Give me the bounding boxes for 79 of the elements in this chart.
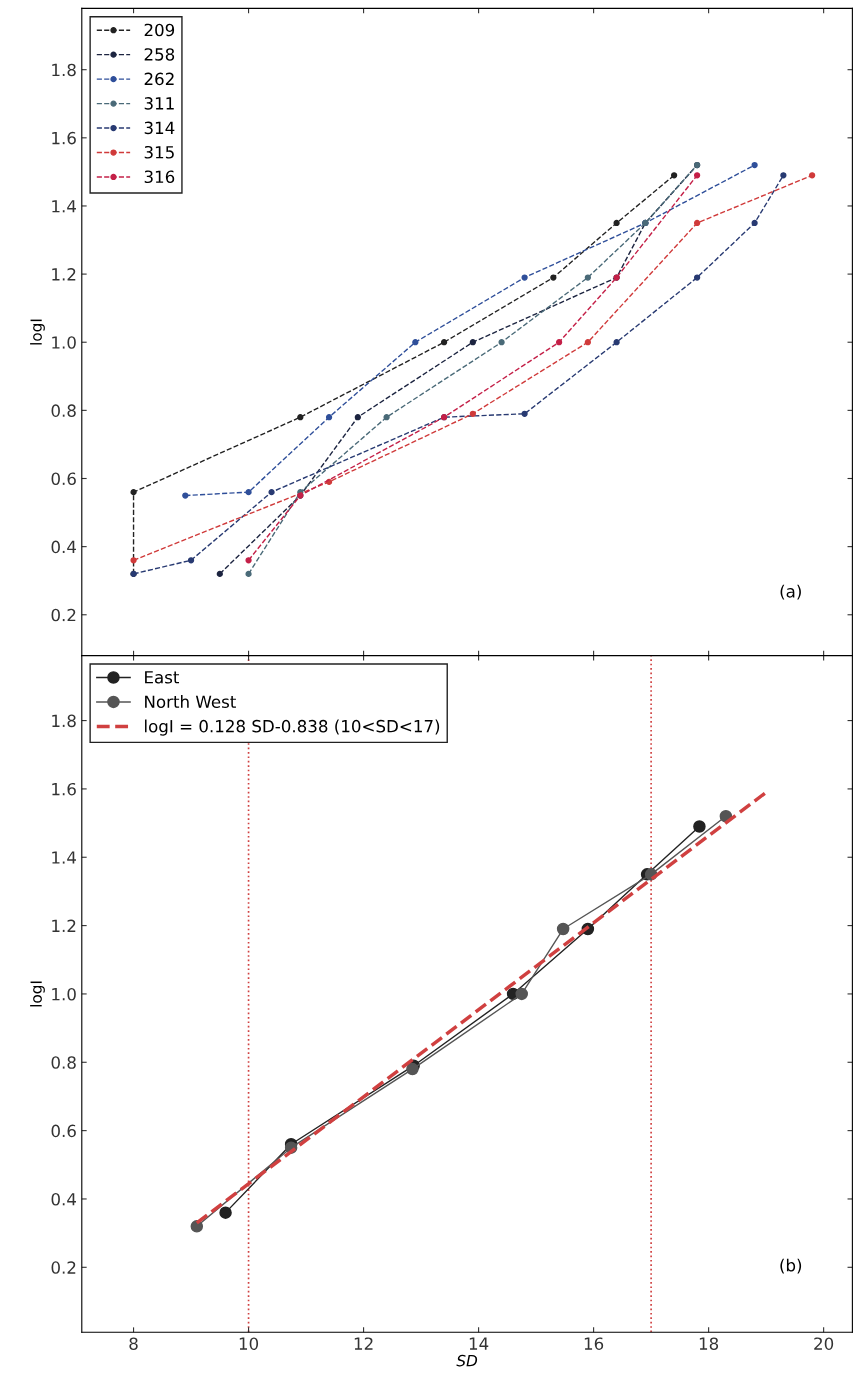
y-tick-label: 1.4 bbox=[52, 851, 76, 864]
legend-label: 316 bbox=[144, 170, 175, 184]
x-tick-label: 20 bbox=[814, 1337, 834, 1350]
point bbox=[670, 172, 678, 179]
x-tick-label: 12 bbox=[354, 1337, 373, 1350]
y-tick-label: 0.8 bbox=[51, 1056, 76, 1069]
y-tick-label: 1.6 bbox=[52, 782, 76, 796]
point bbox=[751, 161, 758, 169]
point bbox=[130, 557, 137, 564]
x-tick-label: 14 bbox=[469, 1337, 489, 1350]
point bbox=[555, 339, 563, 346]
point bbox=[297, 414, 304, 421]
point bbox=[613, 339, 620, 346]
point bbox=[809, 172, 816, 179]
point bbox=[245, 570, 252, 578]
y-axis-title: logI bbox=[30, 981, 45, 1007]
legend-label: logI = 0.128 SD-0.838 (10<SD<17) bbox=[145, 719, 440, 736]
y-tick-label: 0.2 bbox=[51, 1261, 76, 1274]
legend-label: 209 bbox=[144, 23, 175, 37]
y-tick-label: 1.2 bbox=[52, 268, 76, 281]
point bbox=[556, 922, 570, 936]
y-tick-label: 1.8 bbox=[52, 63, 76, 77]
y-tick-label: 0.6 bbox=[51, 472, 76, 486]
point bbox=[182, 492, 189, 499]
point bbox=[780, 172, 787, 179]
y-axis-title: logI bbox=[30, 319, 45, 345]
point bbox=[245, 557, 252, 564]
x-tick-label: 18 bbox=[699, 1337, 719, 1350]
point bbox=[130, 489, 137, 496]
legend-label: 258 bbox=[144, 48, 175, 61]
y-tick-label: 0.6 bbox=[51, 1124, 76, 1138]
point bbox=[406, 1062, 419, 1076]
point bbox=[613, 219, 620, 227]
point bbox=[219, 1206, 232, 1219]
annotation: (b) bbox=[780, 1258, 802, 1274]
y-tick-label: 0.4 bbox=[51, 540, 76, 554]
point bbox=[693, 219, 701, 227]
point bbox=[550, 274, 557, 281]
x-tick-label: 16 bbox=[584, 1337, 604, 1350]
legend-label: 311 bbox=[144, 97, 174, 110]
point bbox=[383, 414, 390, 421]
point bbox=[354, 414, 361, 421]
point bbox=[469, 410, 476, 417]
legend-label: 262 bbox=[144, 72, 174, 86]
y-tick-label: 1.8 bbox=[52, 714, 76, 728]
point bbox=[187, 557, 195, 564]
point bbox=[412, 339, 419, 346]
y-tick-label: 0.4 bbox=[51, 1192, 76, 1206]
point bbox=[584, 274, 591, 281]
point bbox=[693, 820, 706, 833]
point bbox=[440, 339, 448, 346]
x-tick-label: 10 bbox=[239, 1337, 259, 1350]
y-tick-label: 1.6 bbox=[52, 131, 76, 145]
y-tick-label: 1.2 bbox=[52, 919, 76, 932]
legend-label: East bbox=[145, 671, 180, 684]
point bbox=[693, 274, 701, 281]
y-tick-label: 1.0 bbox=[52, 336, 76, 349]
y-tick-label: 1.0 bbox=[52, 987, 76, 1001]
legend-label: 314 bbox=[144, 121, 175, 135]
y-tick-label: 1.4 bbox=[52, 200, 76, 213]
point bbox=[469, 339, 476, 346]
legend-label: 315 bbox=[144, 145, 174, 159]
point bbox=[515, 987, 528, 1001]
point bbox=[693, 172, 701, 179]
x-tick-label: 8 bbox=[129, 1337, 138, 1350]
legend-label: North West bbox=[145, 695, 236, 709]
point bbox=[521, 410, 528, 417]
point bbox=[584, 339, 591, 346]
point bbox=[751, 219, 758, 227]
point bbox=[498, 339, 505, 346]
point bbox=[325, 414, 333, 421]
x-axis-title: SD bbox=[456, 1354, 478, 1367]
point bbox=[245, 489, 252, 496]
point bbox=[521, 274, 528, 281]
point bbox=[268, 489, 275, 496]
point bbox=[216, 570, 223, 578]
y-tick-label: 0.2 bbox=[51, 608, 76, 622]
annotation: (a) bbox=[780, 584, 801, 600]
y-tick-label: 0.8 bbox=[51, 404, 76, 417]
